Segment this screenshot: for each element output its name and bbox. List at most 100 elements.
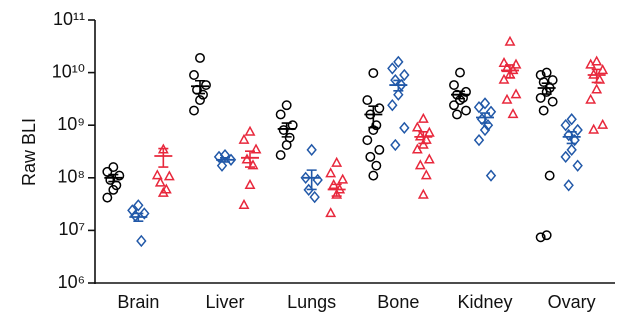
data-point (541, 67, 552, 78)
data-point (535, 232, 546, 243)
data-point (547, 96, 558, 107)
data-point (238, 133, 250, 144)
data-point (479, 97, 491, 110)
x-tick-label: Ovary (548, 292, 596, 312)
data-point (102, 166, 113, 177)
data-point (154, 176, 166, 187)
data-point (507, 108, 519, 119)
data-point (414, 159, 426, 170)
y-axis-label: Raw BLI (19, 118, 39, 186)
error-bar (245, 150, 255, 168)
data-point (331, 156, 343, 167)
data-point (507, 64, 519, 75)
data-point (414, 130, 426, 141)
data-point (485, 169, 497, 182)
data-point (538, 105, 549, 116)
data-point (374, 103, 385, 114)
data-point (393, 88, 404, 101)
data-point (411, 143, 423, 154)
data-point (244, 125, 256, 136)
data-point (572, 123, 583, 137)
data-point (504, 35, 516, 46)
data-point (591, 55, 603, 66)
data-point (566, 143, 577, 157)
data-point (560, 150, 571, 164)
data-point (133, 199, 144, 212)
data-point (362, 95, 373, 106)
data-point (588, 68, 600, 79)
data-point (566, 113, 577, 126)
data-point (198, 89, 208, 100)
data-point (309, 190, 320, 204)
data-point (417, 112, 429, 123)
data-point (473, 101, 485, 114)
data-point (157, 186, 169, 197)
data-point (510, 88, 522, 99)
error-bar (220, 157, 230, 163)
error-bar (133, 212, 144, 222)
data-point (461, 105, 471, 116)
data-point (399, 121, 410, 135)
data-point (331, 188, 343, 199)
error-bar (368, 105, 379, 129)
error-bar (331, 183, 342, 197)
data-point (591, 83, 603, 94)
error-bar (566, 130, 577, 145)
data-point (455, 67, 465, 78)
data-point (538, 77, 549, 88)
data-point (247, 159, 259, 170)
data-point (449, 100, 459, 111)
data-point (563, 179, 574, 192)
data-point (163, 170, 175, 181)
y-tick-label: 10⁹ (57, 114, 85, 134)
data-point (362, 135, 373, 146)
data-point (151, 169, 163, 180)
data-point (417, 188, 429, 199)
data-point (452, 109, 462, 120)
data-point (368, 170, 379, 181)
x-tick-label: Lungs (287, 292, 336, 312)
data-point (139, 207, 150, 220)
data-point (572, 159, 583, 172)
error-bar (480, 112, 490, 124)
error-bar (158, 147, 169, 168)
data-point (281, 100, 292, 111)
data-point (393, 55, 404, 69)
data-point (306, 143, 317, 157)
data-point (108, 184, 119, 195)
data-point (485, 105, 497, 118)
data-point (501, 93, 513, 104)
error-bar (281, 122, 292, 138)
data-point (275, 150, 286, 161)
data-point (501, 62, 513, 73)
data-point (195, 52, 205, 63)
data-point (597, 118, 609, 129)
data-point (560, 119, 571, 132)
data-point (189, 105, 199, 116)
data-point (544, 170, 555, 181)
data-point (585, 58, 597, 69)
data-point (278, 125, 289, 135)
data-point (312, 173, 323, 187)
error-bar (455, 90, 465, 100)
data-point (541, 230, 552, 241)
data-point (390, 138, 401, 152)
error-bar (108, 173, 119, 183)
data-point (449, 80, 459, 90)
data-point (216, 159, 228, 172)
data-point (250, 143, 262, 154)
data-point (387, 62, 398, 75)
data-point (411, 121, 423, 132)
data-point (588, 123, 600, 134)
data-point (189, 70, 199, 80)
x-tick-label: Bone (377, 292, 419, 312)
data-point (420, 169, 432, 180)
data-point (423, 153, 435, 164)
data-point (244, 178, 256, 189)
data-point (585, 93, 597, 104)
error-bar (306, 169, 317, 191)
data-point (213, 150, 225, 164)
data-point (535, 92, 546, 103)
error-bar (418, 130, 429, 145)
data-point (201, 80, 211, 90)
